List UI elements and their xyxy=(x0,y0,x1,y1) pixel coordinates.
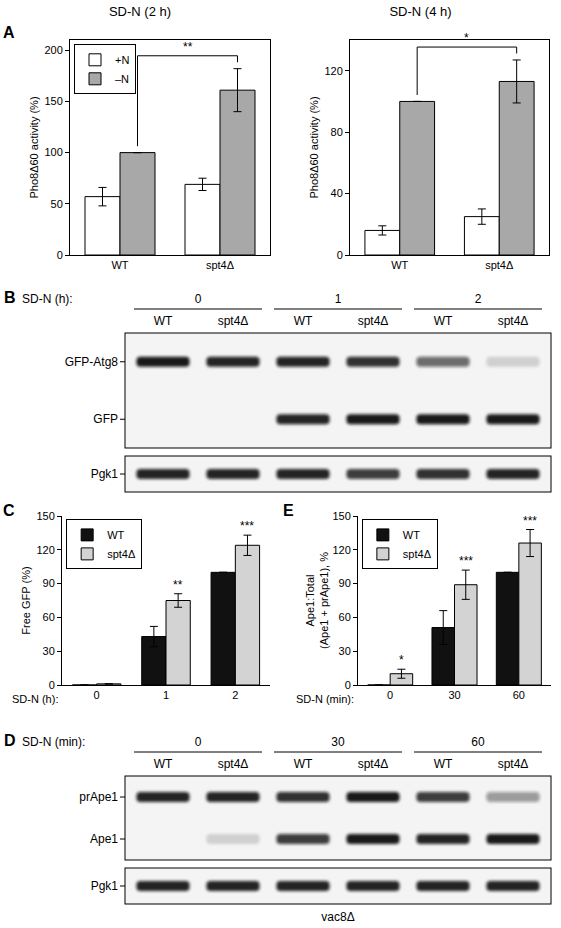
svg-text:Free GFP (%): Free GFP (%) xyxy=(20,566,32,634)
html-text:C: C xyxy=(3,502,15,519)
svg-text:30: 30 xyxy=(448,689,460,701)
svg-text:spt4Δ: spt4Δ xyxy=(107,548,136,560)
svg-text:WT: WT xyxy=(294,757,313,771)
html-text:A: A xyxy=(3,24,15,41)
svg-text:SD-N (h):: SD-N (h): xyxy=(12,693,58,705)
svg-text:60: 60 xyxy=(513,689,525,701)
svg-text:60: 60 xyxy=(339,611,351,623)
svg-text:Pgk1: Pgk1 xyxy=(91,467,119,481)
svg-text:spt4Δ: spt4Δ xyxy=(358,757,389,771)
svg-text:90: 90 xyxy=(43,577,55,589)
svg-text:WT: WT xyxy=(294,314,313,328)
svg-text:spt4Δ: spt4Δ xyxy=(403,548,432,560)
svg-text:2: 2 xyxy=(475,292,482,306)
svg-text:Pho8Δ60 activity (%): Pho8Δ60 activity (%) xyxy=(308,96,320,198)
html-text:E: E xyxy=(283,502,294,519)
svg-text:SD-N (min):: SD-N (min): xyxy=(296,693,354,705)
svg-text:+N: +N xyxy=(115,54,129,66)
svg-text:SD-N (min):: SD-N (min): xyxy=(22,735,85,749)
svg-text:–N: –N xyxy=(115,73,129,85)
svg-text:vac8Δ: vac8Δ xyxy=(321,910,354,924)
svg-text:B: B xyxy=(4,289,16,306)
svg-text:0: 0 xyxy=(337,249,343,261)
svg-text:WT: WT xyxy=(111,259,128,271)
svg-text:0: 0 xyxy=(387,689,393,701)
svg-text:WT: WT xyxy=(107,529,124,541)
svg-text:0: 0 xyxy=(195,735,202,749)
svg-text:120: 120 xyxy=(332,544,350,556)
svg-text:60: 60 xyxy=(471,735,485,749)
svg-text:***: *** xyxy=(240,519,254,533)
svg-text:SD-N (2 h): SD-N (2 h) xyxy=(109,4,171,19)
svg-text:***: *** xyxy=(459,554,473,568)
svg-text:120: 120 xyxy=(324,65,342,77)
svg-text:0: 0 xyxy=(49,679,55,691)
svg-text:50: 50 xyxy=(51,198,63,210)
svg-text:spt4Δ: spt4Δ xyxy=(498,314,529,328)
svg-text:D: D xyxy=(4,732,16,749)
svg-text:0: 0 xyxy=(57,249,63,261)
svg-text:***: *** xyxy=(523,514,537,528)
svg-text:1: 1 xyxy=(335,292,342,306)
svg-text:GFP-Atg8: GFP-Atg8 xyxy=(65,355,119,369)
svg-text:spt4Δ: spt4Δ xyxy=(218,314,249,328)
svg-text:80: 80 xyxy=(331,126,343,138)
svg-text:WT: WT xyxy=(154,757,173,771)
svg-text:0: 0 xyxy=(94,689,100,701)
svg-text:spt4Δ: spt4Δ xyxy=(206,259,235,271)
svg-text:prApe1: prApe1 xyxy=(79,790,118,804)
svg-text:40: 40 xyxy=(331,187,343,199)
svg-text:*: * xyxy=(399,653,404,667)
svg-text:Ape1:Total(Ape1 + prApe1), %: Ape1:Total(Ape1 + prApe1), % xyxy=(304,552,330,649)
svg-text:**: ** xyxy=(173,578,183,592)
svg-text:spt4Δ: spt4Δ xyxy=(485,259,514,271)
svg-text:SD-N (4 h): SD-N (4 h) xyxy=(389,4,451,19)
svg-text:SD-N (h):: SD-N (h): xyxy=(22,292,73,306)
svg-text:30: 30 xyxy=(43,645,55,657)
svg-text:150: 150 xyxy=(332,510,350,522)
svg-text:1: 1 xyxy=(163,689,169,701)
svg-text:0: 0 xyxy=(345,679,351,691)
svg-text:150: 150 xyxy=(44,95,62,107)
svg-text:60: 60 xyxy=(43,611,55,623)
svg-text:100: 100 xyxy=(44,146,62,158)
svg-text:0: 0 xyxy=(195,292,202,306)
svg-text:WT: WT xyxy=(154,314,173,328)
svg-text:Ape1: Ape1 xyxy=(90,832,118,846)
svg-text:*: * xyxy=(464,31,469,45)
svg-text:WT: WT xyxy=(403,529,420,541)
svg-text:**: ** xyxy=(183,40,193,54)
svg-text:30: 30 xyxy=(339,645,351,657)
svg-text:90: 90 xyxy=(339,577,351,589)
svg-text:2: 2 xyxy=(232,689,238,701)
svg-text:spt4Δ: spt4Δ xyxy=(498,757,529,771)
svg-text:GFP: GFP xyxy=(93,412,118,426)
svg-text:spt4Δ: spt4Δ xyxy=(218,757,249,771)
svg-text:200: 200 xyxy=(44,44,62,56)
svg-text:120: 120 xyxy=(36,544,54,556)
svg-text:spt4Δ: spt4Δ xyxy=(358,314,389,328)
svg-text:Pgk1: Pgk1 xyxy=(91,879,119,893)
svg-text:150: 150 xyxy=(36,510,54,522)
svg-text:Pho8Δ60 activity (%): Pho8Δ60 activity (%) xyxy=(28,96,40,198)
svg-text:WT: WT xyxy=(434,314,453,328)
svg-text:WT: WT xyxy=(434,757,453,771)
svg-text:30: 30 xyxy=(331,735,345,749)
svg-text:WT: WT xyxy=(391,259,408,271)
